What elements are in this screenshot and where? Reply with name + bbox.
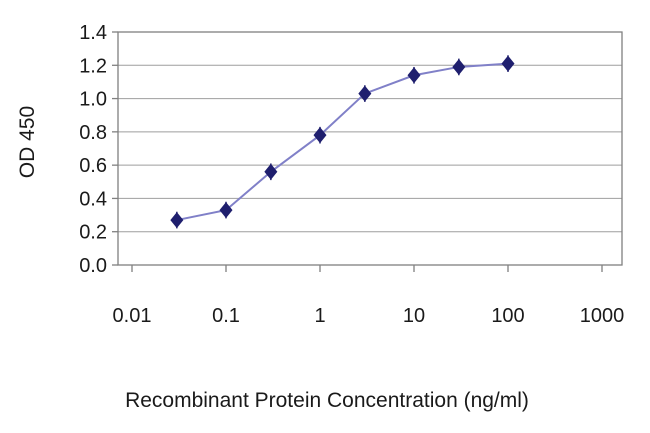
x-tick-label: 10 [403, 305, 425, 327]
x-tick-label: 0.01 [113, 305, 152, 327]
y-tick-label: 1.4 [79, 22, 107, 44]
y-tick-label: 1.2 [79, 55, 107, 77]
chart-layers: 0.0 0.2 0.4 0.6 0.8 1.0 1.2 1.4 0.01 0.1 1 10 100 100… [79, 22, 624, 327]
y-tick-label: 0.6 [79, 155, 107, 177]
data-point-marker [170, 212, 184, 229]
plot-border [117, 31, 623, 266]
data-point-marker [219, 202, 233, 219]
x-tick-label: 100 [491, 305, 524, 327]
y-tick-label: 0.2 [79, 222, 107, 244]
y-tick-label: 1.0 [79, 89, 107, 111]
data-point-marker [358, 85, 372, 102]
x-tick-label: 0.1 [212, 305, 240, 327]
series-line [176, 62, 509, 222]
y-tick-label: 0.4 [79, 188, 107, 210]
data-point-marker [407, 67, 421, 84]
y-tick-label: 0.8 [79, 122, 107, 144]
data-point-marker [501, 55, 515, 72]
y-axis-title: OD 450 [16, 106, 39, 178]
x-axis-title: Recombinant Protein Concentration (ng/ml… [125, 389, 529, 412]
data-point-marker [452, 58, 466, 75]
data-point-marker [264, 163, 278, 180]
x-tick-label: 1 [314, 305, 325, 327]
data-point-marker [313, 127, 327, 144]
x-tick-label: 1000 [580, 305, 625, 327]
y-tick-label: 0.0 [79, 255, 107, 277]
